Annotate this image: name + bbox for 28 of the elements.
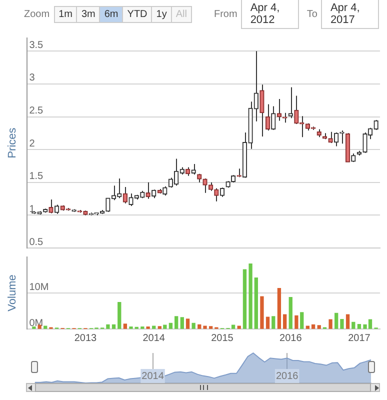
text: 6m (99, 6, 124, 22)
y-tick-label: 0.5 (29, 236, 44, 248)
text: To (306, 8, 318, 20)
x-tick-label: 2015 (211, 332, 234, 344)
x-tick-label: 2017 (348, 332, 371, 344)
x-tick-label: 2013 (74, 332, 98, 344)
text: 1y (151, 6, 172, 22)
y-tick-label: 2.5 (29, 106, 44, 116)
text: 3m (76, 6, 100, 22)
x-tick-label: 2016 (276, 370, 299, 382)
y-tick-label: 1.5 (29, 171, 44, 182)
text: From (214, 8, 238, 20)
y-tick-label: 3 (29, 72, 36, 84)
text: Apr 4, 2017 (321, 0, 379, 29)
y-axis-title: Prices (6, 127, 19, 158)
y-axis-title: Volume (6, 274, 19, 312)
text: Zoom (24, 8, 50, 20)
x-tick-label: 2016 (280, 332, 302, 344)
y-tick-label: 2 (29, 138, 36, 150)
text: All (170, 6, 192, 22)
y-tick-label: 0M (29, 318, 44, 329)
x-tick-label: 2014 (142, 332, 166, 344)
text: 1m (54, 6, 78, 22)
text: Apr 4, 2012 (241, 0, 299, 29)
y-tick-label: 1 (29, 204, 36, 215)
y-tick-label: 3.5 (29, 40, 44, 51)
text: YTD (122, 6, 152, 22)
y-tick-label: 10M (29, 282, 49, 293)
